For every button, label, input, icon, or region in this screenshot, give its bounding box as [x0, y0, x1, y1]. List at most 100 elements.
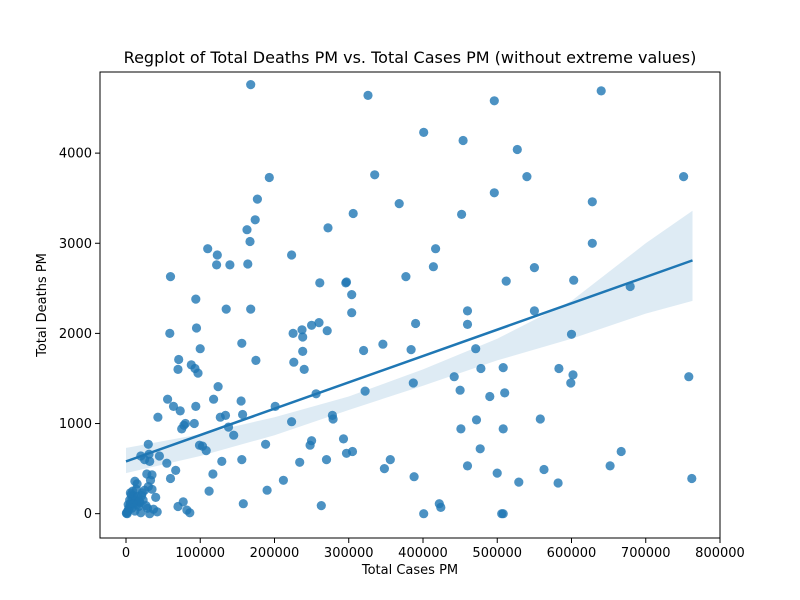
data-point-142 [553, 478, 563, 488]
data-point-19 [323, 223, 333, 233]
data-point-18 [242, 225, 252, 235]
data-point-64 [174, 354, 184, 365]
data-point-27 [225, 260, 235, 270]
data-point-120 [208, 469, 218, 479]
y-tick-label-2000: 2000 [59, 327, 92, 342]
data-point-115 [165, 473, 176, 484]
x-tick-label-500000: 500000 [472, 546, 522, 561]
data-point-9 [522, 172, 532, 182]
data-point-29 [428, 262, 438, 272]
data-point-6 [512, 144, 522, 155]
data-point-45 [529, 306, 540, 316]
data-point-185 [131, 484, 141, 494]
data-point-75 [568, 370, 578, 380]
data-point-72 [476, 363, 486, 374]
data-point-121 [217, 456, 227, 466]
data-point-105 [535, 414, 545, 424]
data-point-78 [163, 394, 173, 404]
data-point-97 [328, 414, 338, 424]
data-point-17 [250, 215, 260, 225]
data-point-113 [154, 451, 164, 461]
data-point-7 [264, 172, 274, 183]
data-point-102 [485, 391, 495, 402]
data-point-57 [378, 339, 388, 349]
x-tick-label-200000: 200000 [250, 546, 300, 561]
y-tick-label-0: 0 [84, 507, 92, 522]
data-point-99 [408, 378, 418, 388]
x-tick-label-300000: 300000 [324, 546, 374, 561]
plot-area [121, 80, 697, 519]
data-point-196 [278, 475, 288, 485]
data-point-127 [307, 436, 317, 446]
y-tick-label-3000: 3000 [59, 237, 92, 252]
data-point-128 [321, 455, 332, 465]
data-point-83 [177, 424, 187, 434]
data-point-93 [238, 409, 248, 420]
data-point-48 [237, 338, 247, 348]
data-point-131 [347, 446, 358, 457]
data-point-193 [204, 486, 214, 496]
chart-title: Regplot of Total Deaths PM vs. Total Cas… [124, 48, 697, 67]
x-tick-label-100000: 100000 [175, 546, 225, 561]
data-point-190 [178, 497, 188, 507]
data-point-123 [261, 439, 271, 449]
data-point-51 [298, 332, 308, 342]
data-point-63 [165, 328, 175, 338]
data-point-42 [347, 290, 357, 300]
data-point-116 [171, 465, 181, 475]
data-point-55 [298, 346, 308, 356]
data-point-56 [359, 345, 369, 356]
data-point-8 [370, 170, 380, 180]
data-point-141 [539, 464, 549, 475]
y-axis-label: Total Deaths PM [35, 253, 50, 358]
data-point-132 [379, 464, 389, 474]
data-point-100 [449, 372, 459, 382]
data-point-3 [489, 96, 499, 106]
data-point-31 [165, 272, 176, 282]
data-point-107 [143, 439, 153, 449]
data-point-202 [498, 509, 508, 519]
data-point-198 [419, 509, 429, 519]
data-point-41 [246, 304, 256, 314]
data-point-10 [679, 172, 689, 182]
data-point-53 [314, 318, 324, 328]
x-tick-label-400000: 400000 [398, 546, 448, 561]
data-point-36 [501, 276, 511, 286]
x-tick-label-0: 0 [122, 546, 130, 561]
data-point-180 [152, 507, 162, 517]
data-point-43 [347, 308, 357, 318]
data-point-103 [500, 388, 510, 398]
data-point-46 [191, 323, 202, 333]
data-point-177 [147, 484, 157, 494]
data-point-40 [221, 304, 231, 314]
data-point-13 [587, 197, 597, 207]
axes-frame [99, 71, 721, 539]
data-point-62 [566, 329, 577, 339]
x-tick-label-800000: 800000 [695, 546, 745, 561]
data-point-0 [246, 80, 256, 90]
data-point-101 [455, 385, 465, 395]
data-point-4 [419, 127, 429, 137]
data-point-39 [191, 294, 201, 304]
data-point-140 [514, 477, 524, 487]
data-point-70 [289, 357, 299, 367]
data-point-200 [436, 502, 446, 512]
data-point-122 [237, 455, 247, 465]
data-point-30 [529, 263, 540, 273]
data-point-125 [295, 457, 305, 467]
data-point-58 [411, 318, 421, 329]
data-point-79 [168, 401, 179, 411]
data-point-91 [229, 430, 239, 440]
data-point-76 [566, 378, 576, 388]
data-point-92 [236, 396, 246, 406]
data-point-35 [401, 272, 411, 282]
data-point-87 [213, 382, 223, 392]
data-point-197 [316, 501, 326, 511]
data-point-34 [341, 277, 352, 287]
data-point-89 [220, 410, 231, 420]
data-point-86 [209, 394, 219, 404]
x-tick-label-700000: 700000 [621, 546, 671, 561]
data-point-187 [134, 496, 144, 506]
data-point-114 [162, 458, 172, 468]
